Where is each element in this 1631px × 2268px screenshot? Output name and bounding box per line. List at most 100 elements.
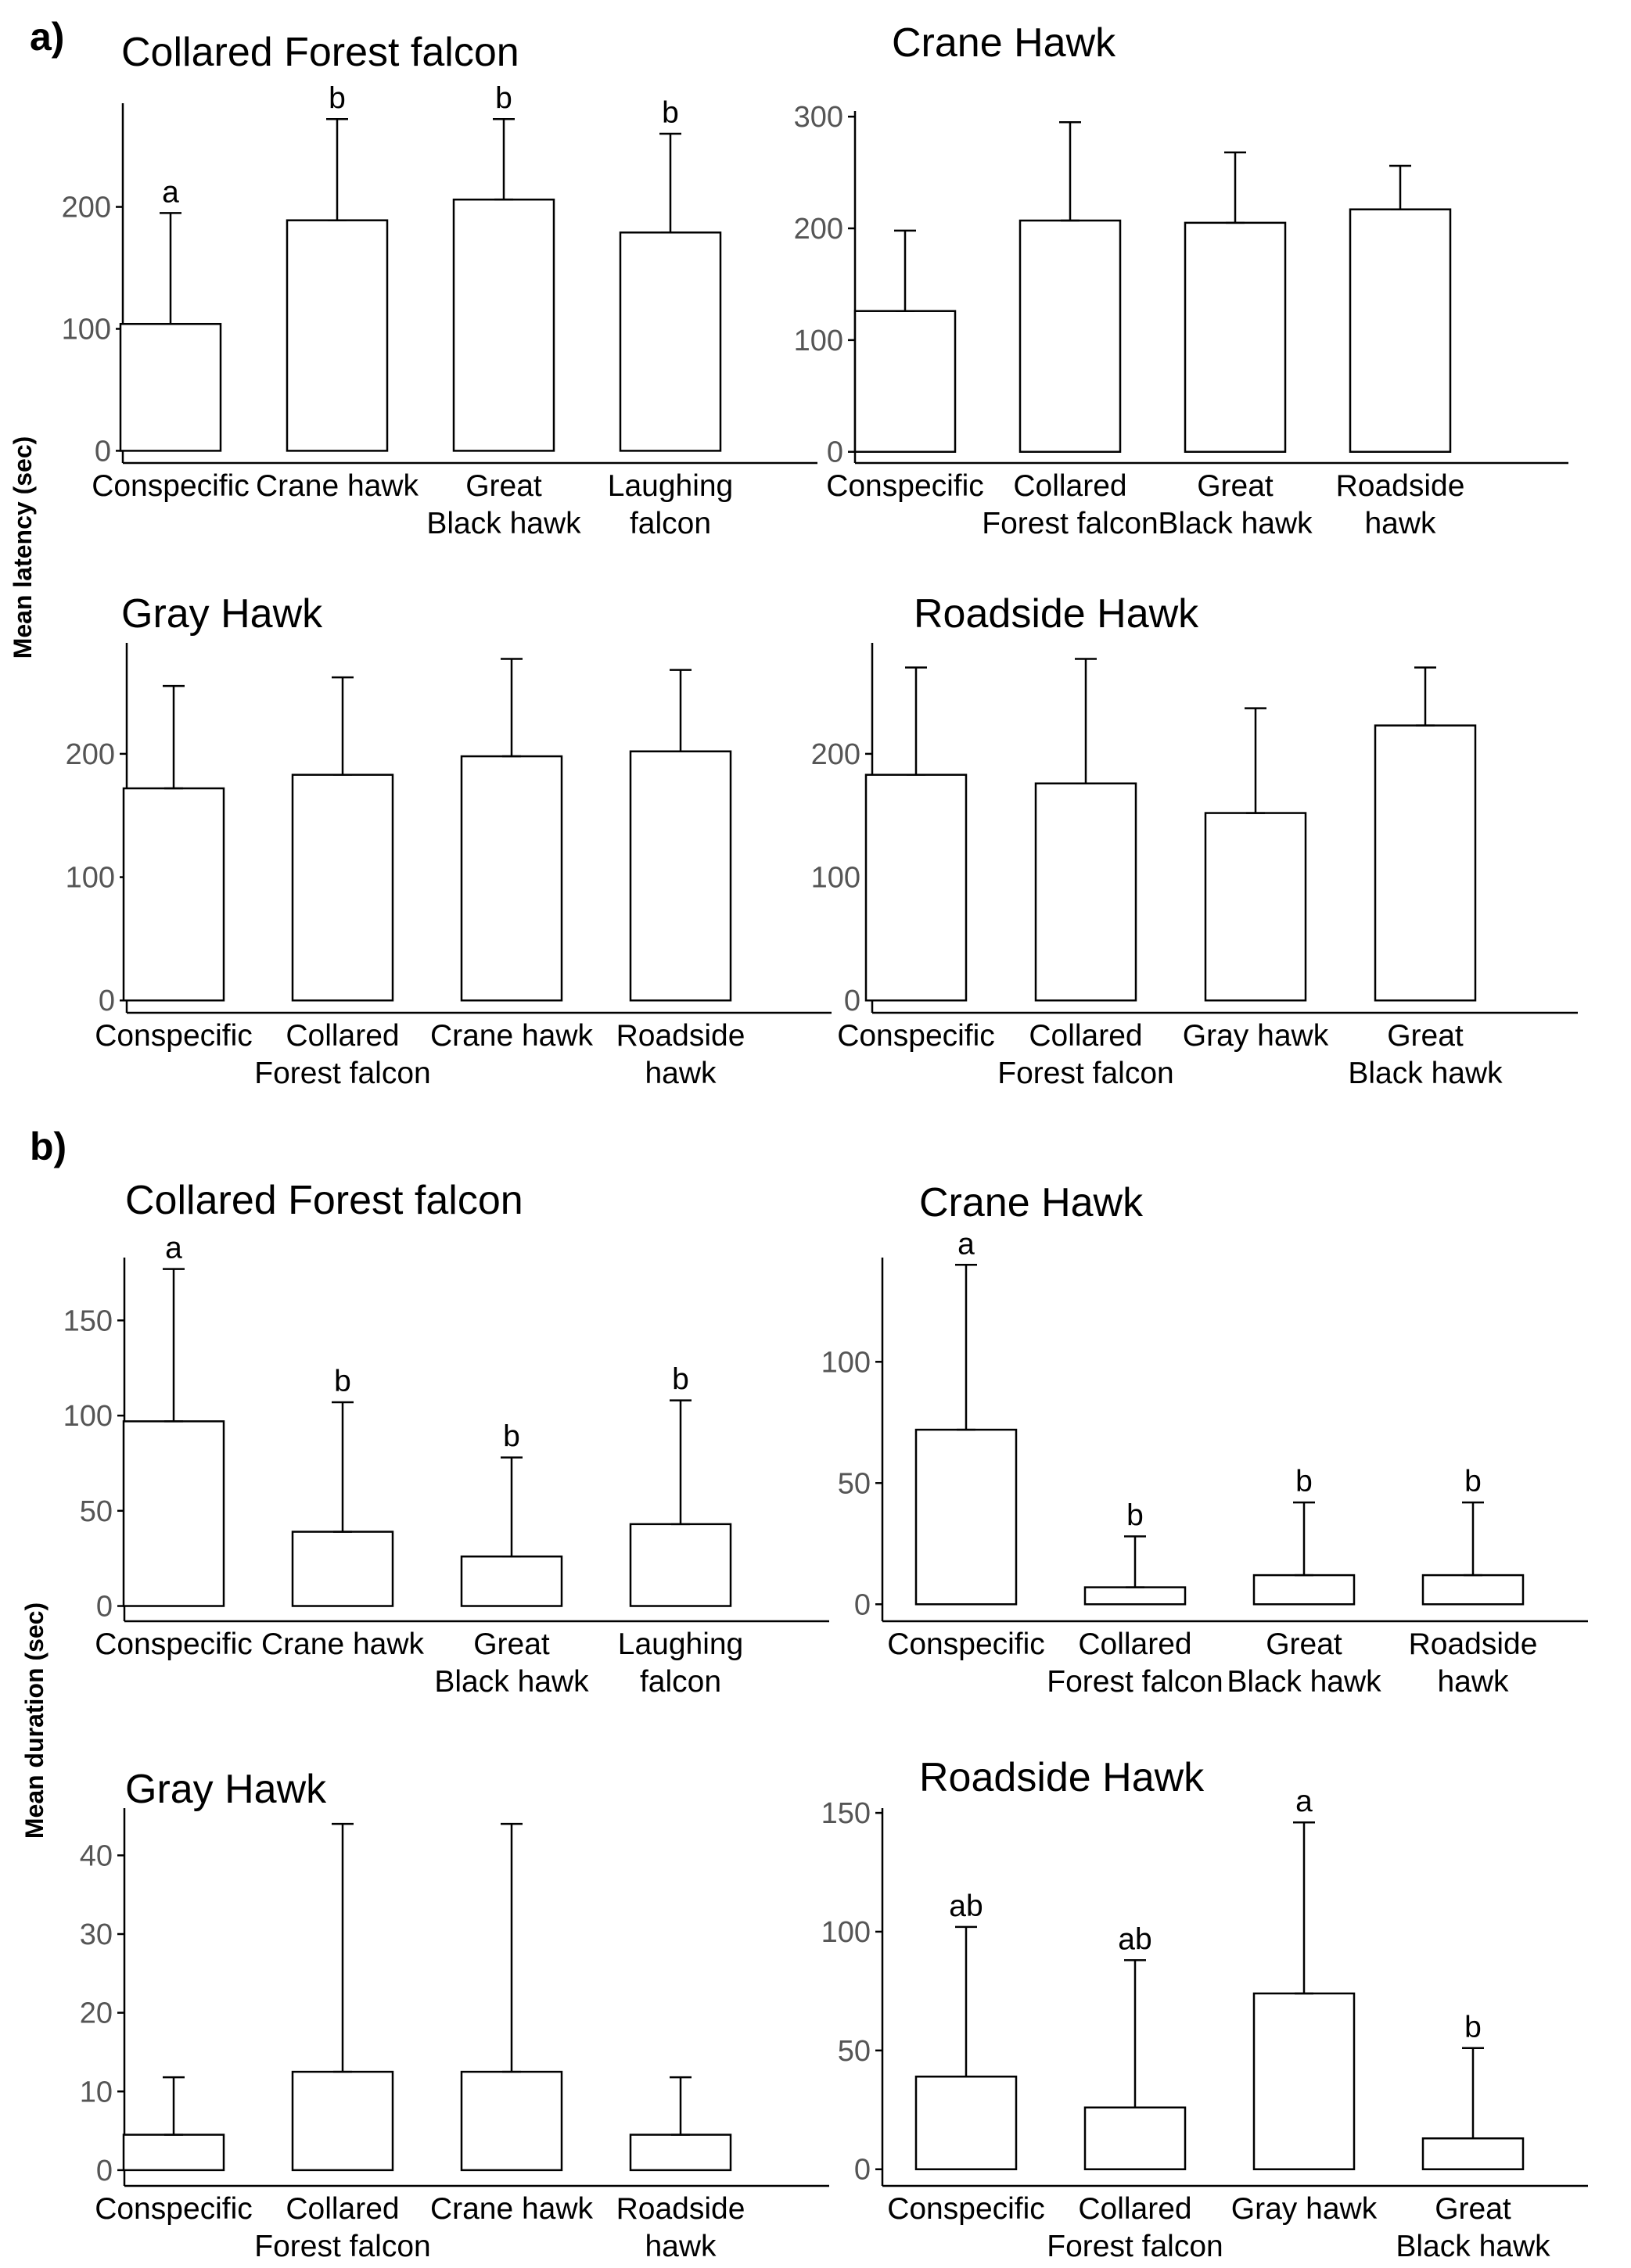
significance-label: b bbox=[495, 81, 512, 115]
significance-label: b bbox=[1295, 1465, 1313, 1498]
y-tick-label: 50 bbox=[838, 1467, 871, 1500]
bar bbox=[460, 755, 563, 1002]
x-category-label: Conspecific bbox=[887, 1627, 1045, 1661]
bar bbox=[291, 1531, 394, 1607]
x-category-label-line: Great bbox=[473, 1627, 550, 1661]
x-category-label: Conspecific bbox=[95, 1627, 253, 1661]
bar bbox=[119, 322, 222, 452]
significance-label: b bbox=[672, 1363, 689, 1397]
x-category-label-line: Conspecific bbox=[826, 469, 984, 503]
x-category-label-line: Roadside bbox=[616, 1019, 745, 1053]
significance-label: ab bbox=[949, 1889, 983, 1923]
x-category-label: Conspecific bbox=[92, 469, 250, 503]
x-category-label-line: Conspecific bbox=[837, 1019, 995, 1053]
bar bbox=[1252, 1574, 1356, 1606]
chart-b-gray-hawk: Gray Hawk 0 10 20 30 40 Conspecific Collared For… bbox=[80, 1767, 829, 2263]
significance-label: b bbox=[1464, 2011, 1482, 2044]
chart-title: Crane Hawk bbox=[919, 1180, 1144, 1226]
x-category-label: Collared Forest falcon bbox=[997, 1019, 1173, 1090]
x-category-label-line: Great bbox=[1387, 1019, 1464, 1053]
x-category-label-line: Crane hawk bbox=[261, 1627, 425, 1661]
x-category-label: Roadside hawk bbox=[616, 1019, 745, 1090]
y-tick-label: 200 bbox=[66, 738, 115, 771]
bar bbox=[291, 2070, 394, 2172]
y-tick-label: 100 bbox=[63, 1400, 113, 1433]
x-category-label-line: Laughing bbox=[618, 1627, 744, 1661]
y-tick-label: 100 bbox=[66, 862, 115, 895]
x-category-label-line: Collared bbox=[1078, 2192, 1191, 2226]
x-category-label: Great Black hawk bbox=[1348, 1019, 1503, 1090]
y-tick-label: 200 bbox=[794, 213, 843, 246]
y-tick-label: 0 bbox=[854, 1588, 871, 1621]
y-tick-label: 100 bbox=[821, 1916, 871, 1949]
significance-label: b bbox=[329, 81, 346, 115]
bar bbox=[286, 219, 389, 452]
significance-label: b bbox=[503, 1420, 520, 1454]
x-category-label-line: Forest falcon bbox=[254, 1057, 430, 1090]
x-category-label-line: hawk bbox=[1437, 1665, 1509, 1699]
x-category-label: Great Black hawk bbox=[426, 469, 581, 540]
x-category-label-line: hawk bbox=[645, 2230, 717, 2263]
x-category-label-line: Conspecific bbox=[887, 2192, 1045, 2226]
panel-label-a: a) bbox=[30, 15, 64, 59]
y-tick-label: 0 bbox=[96, 1591, 113, 1624]
y-axis-title-duration: Mean duration (sec) bbox=[20, 1602, 48, 1839]
x-category-label-line: Great bbox=[1266, 1627, 1342, 1661]
bar bbox=[1083, 2106, 1187, 2170]
y-tick-label: 40 bbox=[80, 1839, 113, 1872]
bar bbox=[122, 787, 225, 1002]
significance-label: a bbox=[1295, 1785, 1313, 1818]
chart-b-collared-forest-falcon: Collared Forest falcon 0 50 100 150 a Conspeci… bbox=[63, 1178, 829, 1699]
significance-label: a bbox=[165, 1232, 182, 1265]
x-category-label: Collared Forest falcon bbox=[1047, 2192, 1223, 2263]
x-category-label: Great Black hawk bbox=[1396, 2192, 1550, 2263]
y-tick-label: 100 bbox=[821, 1346, 871, 1379]
y-tick-label: 300 bbox=[794, 101, 843, 134]
x-category-label: Collared Forest falcon bbox=[254, 1019, 430, 1090]
y-tick-label: 50 bbox=[838, 2035, 871, 2068]
x-category-label: Gray hawk bbox=[1231, 2192, 1378, 2226]
x-category-label-line: Collared bbox=[286, 2192, 399, 2226]
chart-title: Crane Hawk bbox=[892, 20, 1116, 66]
x-category-label: Conspecific bbox=[95, 1019, 253, 1053]
bar bbox=[1421, 1574, 1525, 1606]
y-tick-label: 20 bbox=[80, 1997, 113, 2030]
x-category-label-line: Forest falcon bbox=[1047, 1665, 1223, 1699]
significance-label: b bbox=[662, 96, 679, 130]
y-tick-label: 0 bbox=[854, 2154, 871, 2187]
x-category-label-line: falcon bbox=[630, 507, 711, 540]
y-tick-label: 50 bbox=[80, 1495, 113, 1528]
x-category-label: Gray hawk bbox=[1183, 1019, 1329, 1053]
significance-label: ab bbox=[1118, 1922, 1151, 1956]
bar bbox=[1034, 782, 1137, 1002]
chart-title: Collared Forest falcon bbox=[125, 1178, 523, 1223]
x-category-label-line: Forest falcon bbox=[982, 507, 1158, 540]
bar bbox=[1083, 1586, 1187, 1606]
chart-title: Gray Hawk bbox=[121, 591, 323, 637]
bar bbox=[629, 1523, 732, 1607]
significance-label: a bbox=[162, 175, 179, 209]
chart-a-crane-hawk: Crane Hawk 0 100 200 300 Conspecific Collared F… bbox=[794, 20, 1568, 540]
x-category-label: Laughing falcon bbox=[608, 469, 734, 540]
bar bbox=[1374, 724, 1477, 1002]
x-category-label: Crane hawk bbox=[430, 2192, 594, 2226]
x-category-label-line: Conspecific bbox=[95, 1019, 253, 1053]
x-category-label-line: Black hawk bbox=[426, 507, 581, 540]
y-tick-label: 10 bbox=[80, 2076, 113, 2108]
x-category-label-line: Gray hawk bbox=[1183, 1019, 1329, 1053]
x-category-label-line: Crane hawk bbox=[256, 469, 419, 503]
x-category-label-line: Forest falcon bbox=[997, 1057, 1173, 1090]
bar bbox=[1421, 2137, 1525, 2170]
x-category-label-line: Great bbox=[465, 469, 542, 503]
chart-b-crane-hawk: Crane Hawk 0 50 100 a Conspecific b Collared For… bbox=[821, 1180, 1588, 1699]
x-category-label-line: Collared bbox=[1029, 1019, 1142, 1053]
y-tick-label: 100 bbox=[794, 325, 843, 357]
bar bbox=[122, 2133, 225, 2172]
chart-b-roadside-hawk: Roadside Hawk050100150abConspecificabCol… bbox=[821, 1755, 1588, 2263]
x-category-label: Collared Forest falcon bbox=[254, 2192, 430, 2263]
bar bbox=[452, 198, 555, 452]
x-category-label-line: Great bbox=[1435, 2192, 1511, 2226]
y-tick-label: 0 bbox=[96, 2155, 113, 2187]
x-category-label: Conspecific bbox=[95, 2192, 253, 2226]
